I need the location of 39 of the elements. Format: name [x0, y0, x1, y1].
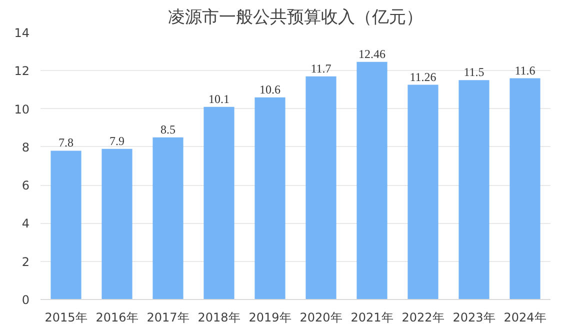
x-tick-label: 2015年 — [44, 310, 88, 324]
x-tick-label: 2024年 — [504, 310, 546, 324]
x-tick-label: 2021年 — [350, 310, 394, 324]
bar — [306, 76, 336, 300]
x-tick-label: 2023年 — [452, 310, 496, 324]
y-tick-label: 14 — [14, 26, 30, 40]
y-tick-label: 10 — [14, 102, 30, 116]
y-tick-label: 6 — [22, 178, 30, 193]
data-label: 11.26 — [410, 70, 436, 84]
x-tick-label: 2018年 — [198, 310, 240, 324]
data-label: 7.8 — [58, 136, 74, 150]
bar — [102, 148, 132, 300]
x-tick-label: 2016年 — [96, 310, 138, 324]
y-tick-label: 0 — [22, 293, 30, 307]
data-label: 10.6 — [260, 82, 280, 96]
data-label: 11.7 — [310, 61, 332, 76]
y-tick-label: 12 — [14, 64, 30, 78]
chart-title: 凌源市一般公共预算收入（亿元） — [168, 8, 423, 28]
bar — [204, 106, 234, 300]
data-label: 10.1 — [208, 92, 230, 106]
data-label: 11.6 — [514, 63, 536, 78]
data-label: 7.9 — [110, 134, 124, 148]
x-tick-label: 2019年 — [248, 310, 292, 324]
bar — [458, 80, 490, 300]
bar — [510, 78, 540, 300]
bar — [50, 150, 82, 300]
data-label: 8.5 — [160, 122, 176, 136]
bar — [254, 97, 286, 300]
bar — [152, 137, 184, 300]
x-tick-label: 2022年 — [402, 310, 444, 324]
x-tick-label: 2020年 — [300, 310, 342, 324]
y-tick-label: 4 — [22, 216, 30, 231]
bar — [408, 84, 438, 300]
bar — [356, 62, 388, 300]
y-tick-label: 8 — [22, 140, 30, 154]
x-tick-label: 2017年 — [146, 310, 190, 324]
data-label: 11.5 — [464, 65, 484, 80]
y-tick-label: 2 — [22, 254, 30, 269]
data-label: 12.46 — [358, 46, 386, 61]
